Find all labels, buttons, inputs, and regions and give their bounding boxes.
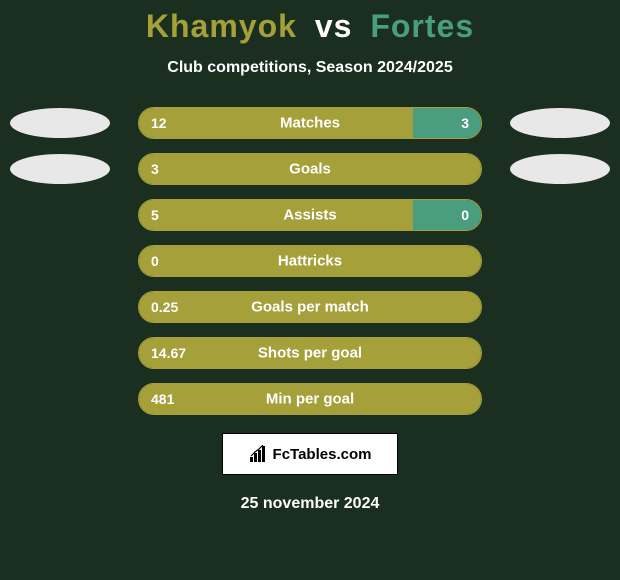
stat-bar-left-segment <box>139 108 413 138</box>
stat-bar: 5 0 Assists <box>138 199 482 231</box>
stat-label: Goals <box>289 161 331 178</box>
stat-value-left: 481 <box>151 391 174 407</box>
stat-bar: 12 3 Matches <box>138 107 482 139</box>
player2-badge <box>510 108 610 138</box>
fctables-logo: FcTables.com <box>222 433 398 475</box>
footer-date: 25 november 2024 <box>0 495 620 513</box>
stat-bar-left-segment <box>139 200 413 230</box>
stat-bar: 0 Hattricks <box>138 245 482 277</box>
stat-value-left: 14.67 <box>151 345 186 361</box>
comparison-title: Khamyok vs Fortes <box>0 8 620 45</box>
stat-label: Shots per goal <box>258 345 362 362</box>
stat-label: Assists <box>283 207 336 224</box>
stat-value-left: 0.25 <box>151 299 178 315</box>
player1-name: Khamyok <box>146 8 297 44</box>
stat-value-left: 3 <box>151 161 159 177</box>
stat-row: 0 Hattricks <box>0 245 620 277</box>
player1-badge <box>10 154 110 184</box>
player2-badge <box>510 154 610 184</box>
stat-row: 0.25 Goals per match <box>0 291 620 323</box>
stat-row: 12 3 Matches <box>0 107 620 139</box>
stat-label: Hattricks <box>278 253 342 270</box>
stat-row: 5 0 Assists <box>0 199 620 231</box>
stat-value-left: 0 <box>151 253 159 269</box>
stat-value-left: 12 <box>151 115 167 131</box>
stat-label: Matches <box>280 115 340 132</box>
stat-bar-right-segment <box>413 108 481 138</box>
stat-bar-right-segment <box>413 200 481 230</box>
stat-value-right: 0 <box>461 207 469 223</box>
stat-bar: 0.25 Goals per match <box>138 291 482 323</box>
stat-row: 481 Min per goal <box>0 383 620 415</box>
stat-row: 3 Goals <box>0 153 620 185</box>
stat-bar: 481 Min per goal <box>138 383 482 415</box>
player2-name: Fortes <box>370 8 474 44</box>
logo-text: FcTables.com <box>273 446 372 463</box>
stat-value-right: 3 <box>461 115 469 131</box>
stat-row: 14.67 Shots per goal <box>0 337 620 369</box>
stat-bar: 14.67 Shots per goal <box>138 337 482 369</box>
player1-badge <box>10 108 110 138</box>
season-subtitle: Club competitions, Season 2024/2025 <box>0 59 620 77</box>
stat-label: Min per goal <box>266 391 354 408</box>
vs-separator: vs <box>315 8 353 44</box>
chart-icon <box>249 445 269 463</box>
stat-value-left: 5 <box>151 207 159 223</box>
stat-label: Goals per match <box>251 299 369 316</box>
stat-bar: 3 Goals <box>138 153 482 185</box>
